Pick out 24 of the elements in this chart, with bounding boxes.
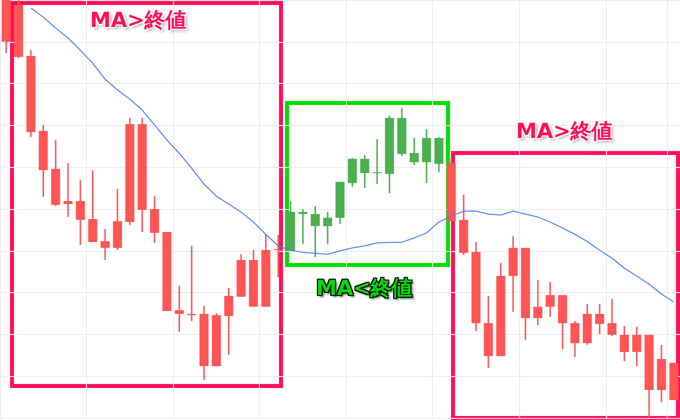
candlestick (410, 137, 419, 166)
candlestick (533, 279, 542, 326)
candlestick (150, 195, 160, 244)
candlestick (88, 169, 98, 243)
candlestick (595, 303, 604, 335)
candlestick (76, 179, 85, 246)
annotation: MA<終値 (316, 276, 413, 300)
candlestick (546, 281, 555, 318)
candlestick (372, 138, 382, 185)
candlestick (620, 325, 629, 362)
candlestick (632, 326, 642, 367)
candlestick (224, 287, 234, 356)
candlestick (174, 285, 184, 333)
candlestick (608, 298, 616, 337)
candlestick (310, 205, 320, 258)
candlestick (274, 234, 283, 278)
candlestick (100, 228, 110, 261)
candlestick (570, 320, 580, 358)
candlestick (360, 154, 370, 189)
annotation: MA>終値 (90, 8, 187, 32)
annotation: MA>終値 (516, 119, 613, 143)
candlestick (323, 211, 332, 245)
candlestick (64, 162, 72, 218)
candlestick (298, 208, 308, 245)
